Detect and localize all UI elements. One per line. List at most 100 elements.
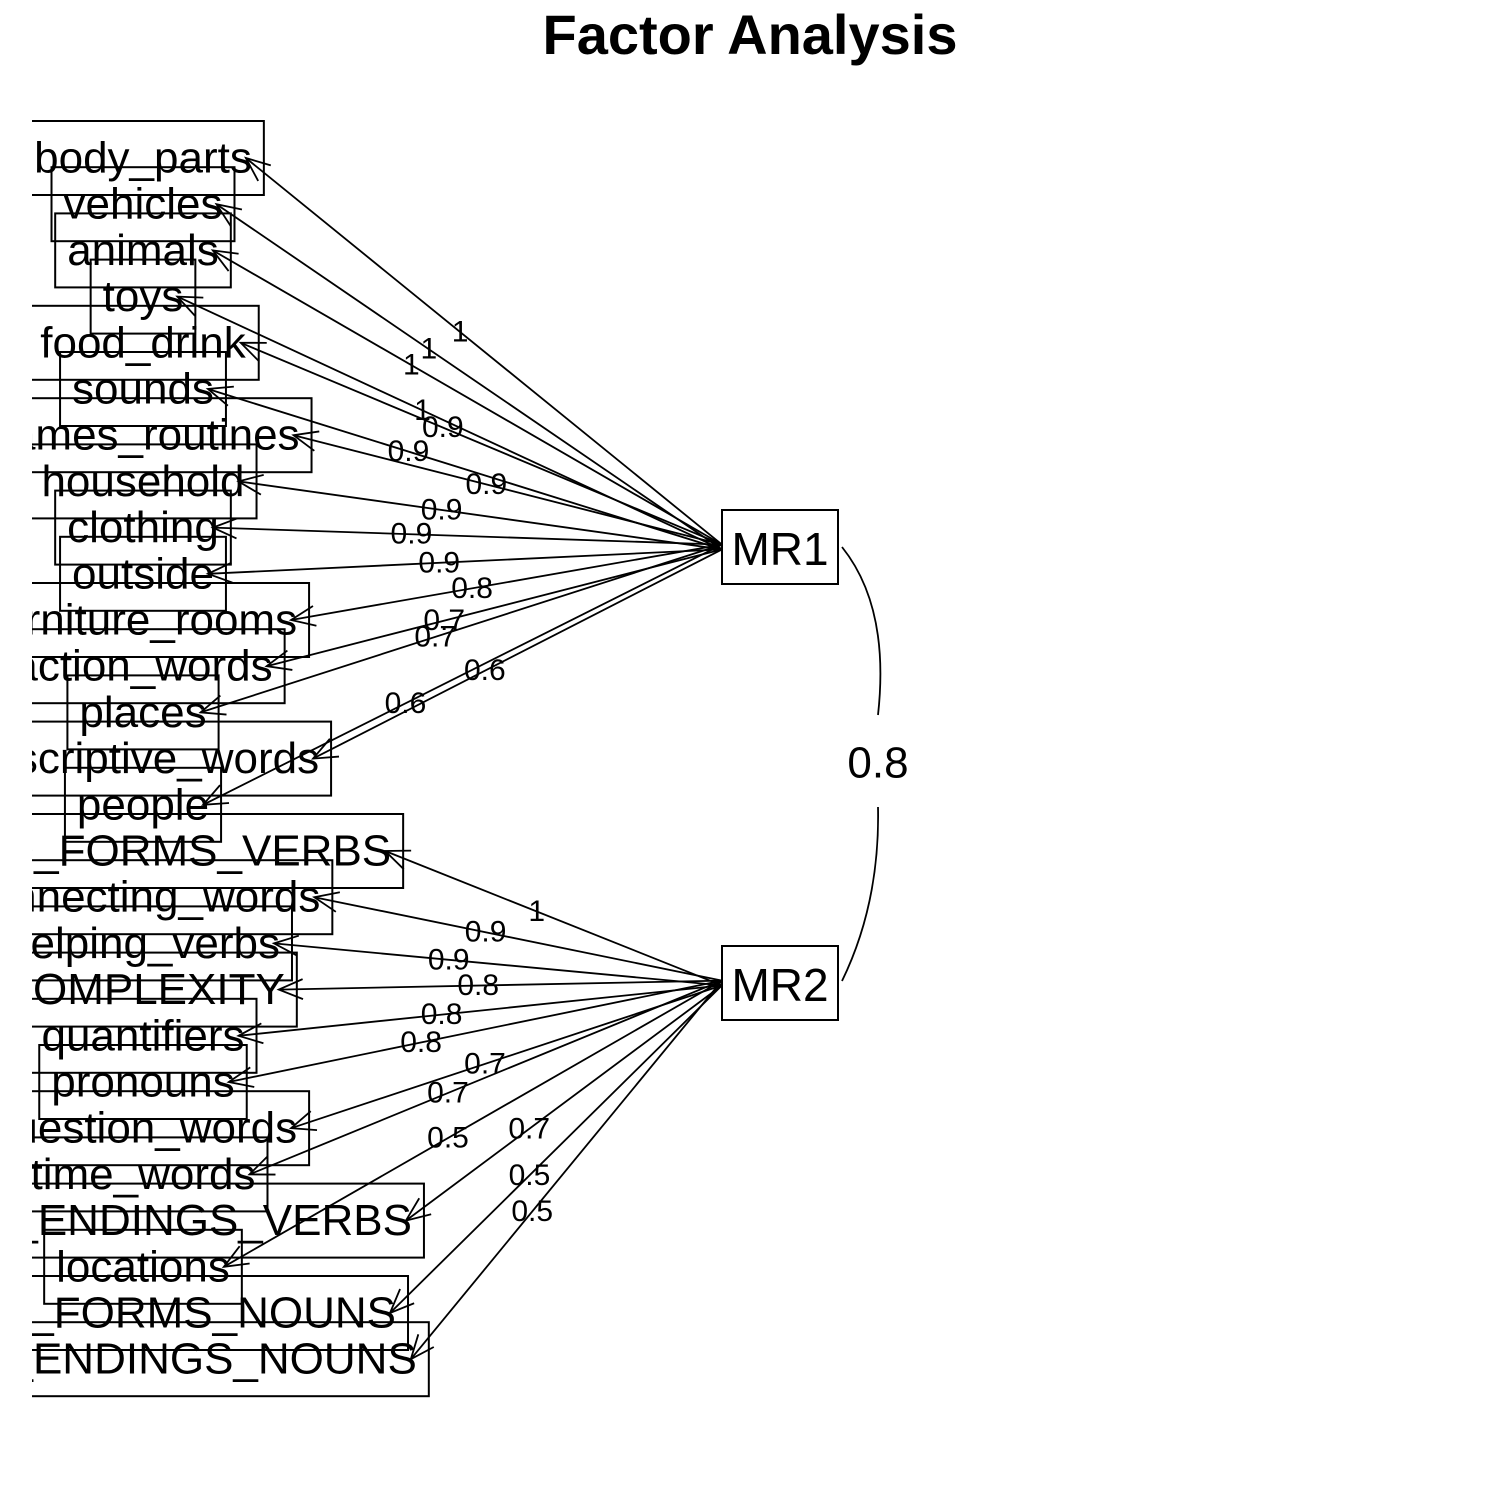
loading-edge-outside	[205, 548, 723, 584]
variable-node-food-drink: food_drink	[32, 304, 260, 381]
edge-line	[245, 157, 723, 546]
variable-node-word-forms-verbs: WORD_FORMS_VERBS	[0, 813, 405, 889]
variable-box	[54, 212, 232, 289]
loading-label: 1	[452, 315, 469, 348]
variable-node-word-endings-nouns: WORD_ENDINGS_NOUNS	[0, 1321, 430, 1398]
variable-label: action_words	[13, 642, 272, 691]
variable-node-sounds: sounds	[59, 351, 227, 427]
loading-label: 0.8	[421, 998, 463, 1031]
loading-label: 0.9	[465, 468, 507, 501]
variable-node-connecting-words: connecting_words	[0, 859, 334, 936]
variable-box	[59, 351, 227, 427]
factor-correlation: 0.8	[841, 546, 909, 982]
loading-edge-connecting-words	[312, 891, 723, 982]
variable-node-household: household	[32, 443, 258, 520]
arrowhead	[388, 1288, 415, 1315]
variable-label: descriptive_words	[0, 734, 319, 783]
loading-label: 0.8	[451, 572, 493, 605]
factor-box	[721, 509, 839, 585]
loading-label: 0.7	[427, 1077, 469, 1110]
loading-edge-furniture-rooms	[288, 543, 723, 627]
observed-variables: body_partsvehiclesanimalstoysfood_drinks…	[0, 120, 430, 1398]
arrowhead	[205, 561, 233, 584]
variable-box	[43, 1228, 243, 1305]
edge-line	[314, 896, 723, 982]
loading-label: 0.6	[385, 687, 427, 720]
diagram-title: Factor Analysis	[542, 3, 958, 66]
loading-label: 0.5	[509, 1159, 551, 1192]
variable-node-word-forms-nouns: WORD_FORMS_NOUNS	[0, 1275, 410, 1351]
correlation-arc-upper	[841, 546, 882, 716]
loading-edge-body-parts	[244, 156, 723, 546]
variable-label: WORD_ENDINGS_NOUNS	[0, 1335, 417, 1384]
arrowhead	[404, 1197, 432, 1222]
variable-box	[54, 489, 232, 566]
variable-label: clothing	[67, 503, 219, 552]
variable-label: toys	[103, 272, 184, 321]
variable-label: sounds	[72, 365, 214, 414]
variable-label: WORD_FORMS_VERBS	[0, 827, 391, 876]
variable-box	[32, 951, 298, 1028]
factor-node-mr2: MR2	[721, 945, 839, 1021]
edge-line	[223, 979, 723, 1268]
correlation-arc: 0.8	[841, 546, 909, 982]
loading-label: 0.9	[388, 435, 430, 468]
loading-label: 0.8	[457, 969, 499, 1002]
variable-box	[32, 397, 313, 474]
loading-label: 0.5	[427, 1122, 469, 1155]
variable-node-locations: locations	[43, 1228, 243, 1305]
variable-label: body_parts	[34, 134, 252, 183]
variable-box	[32, 1090, 311, 1167]
variable-node-quantifiers: quantifiers	[32, 997, 258, 1074]
variable-box	[32, 859, 334, 936]
variable-node-helping-verbs: helping_verbs	[32, 905, 293, 982]
variable-node-furniture-rooms: furniture_rooms	[32, 582, 311, 658]
variable-box	[32, 628, 286, 705]
variable-node-pronouns: pronouns	[38, 1044, 248, 1120]
edge-line	[212, 249, 723, 546]
variable-node-word-endings-verbs: WORD_ENDINGS_VERBS	[32, 1182, 425, 1259]
edge-line	[249, 979, 723, 1176]
loading-edge-household	[236, 473, 723, 551]
variable-box	[32, 443, 258, 520]
loading-edge-word-forms-nouns	[388, 984, 723, 1315]
arrowhead	[409, 1334, 435, 1362]
edge-line	[293, 434, 723, 546]
variable-box	[32, 1275, 410, 1351]
variable-box	[66, 674, 220, 751]
edge-line	[312, 548, 723, 760]
loading-label: 0.9	[391, 518, 433, 551]
edge-line	[278, 979, 723, 991]
variable-node-body-parts: body_parts	[32, 120, 265, 196]
variable-label: connecting_words	[0, 873, 320, 922]
loading-edge-food-drink	[238, 341, 723, 546]
loading-edge-word-endings-verbs	[404, 984, 723, 1222]
arrowhead	[214, 202, 243, 227]
variable-box	[63, 766, 223, 843]
loading-label: 0.9	[465, 916, 507, 949]
variable-label: WORD_FORMS_NOUNS	[0, 1289, 396, 1338]
edge-line	[384, 850, 723, 987]
loading-label: 0.7	[414, 620, 456, 653]
variable-node-clothing: clothing	[54, 489, 232, 566]
loading-label: 0.9	[422, 411, 464, 444]
variable-box	[50, 166, 236, 243]
variable-node-animals: animals	[54, 212, 232, 289]
edge-line	[215, 203, 723, 551]
arrowhead	[276, 978, 304, 1000]
loading-edge-complexity	[276, 978, 723, 1000]
variable-label: locations	[56, 1242, 230, 1291]
loading-edge-helping-verbs	[271, 934, 723, 987]
variable-label: places	[79, 688, 206, 737]
variable-node-time-words: time_words	[32, 1136, 269, 1213]
loading-label: 0.9	[421, 493, 463, 526]
loading-label: 1	[528, 895, 545, 928]
variable-box	[32, 997, 258, 1074]
variable-label: outside	[72, 549, 214, 598]
loading-label: 0.5	[511, 1195, 553, 1228]
loading-label: 1	[420, 333, 437, 366]
loading-label: 0.7	[508, 1112, 550, 1145]
loading-edge-clothing	[210, 517, 723, 546]
variable-box	[32, 1321, 430, 1398]
variable-box	[32, 1182, 425, 1259]
